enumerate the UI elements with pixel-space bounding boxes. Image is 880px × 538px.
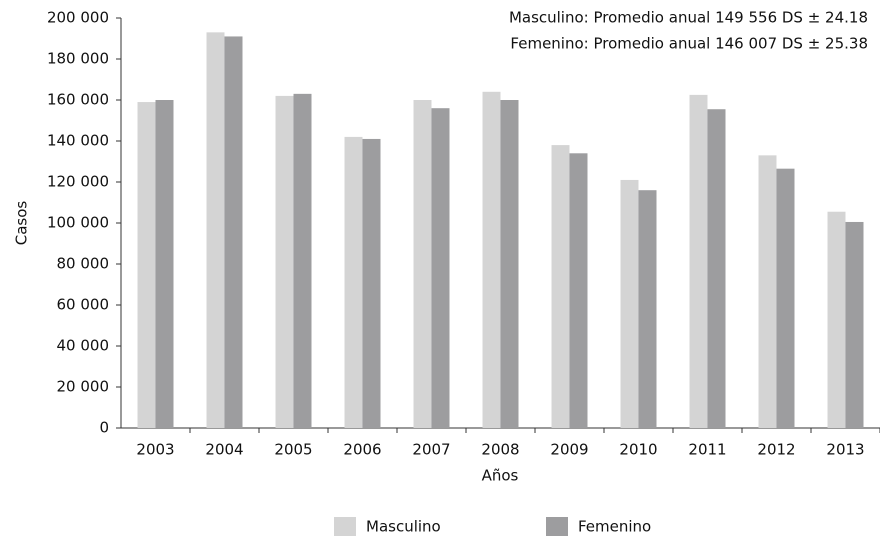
y-tick-label: 200 000	[47, 9, 109, 27]
annotation: Femenino: Promedio anual 146 007 DS ± 25…	[510, 35, 868, 53]
y-tick-label: 20 000	[57, 378, 110, 396]
x-tick-label: 2011	[688, 441, 726, 459]
bar	[344, 136, 363, 428]
y-tick-label: 180 000	[47, 50, 109, 68]
bar	[275, 95, 294, 429]
bar	[776, 168, 795, 429]
x-tick-label: 2004	[205, 441, 243, 459]
x-tick-label: 2010	[619, 441, 657, 459]
bar	[620, 179, 639, 428]
legend-label: Masculino	[366, 518, 441, 536]
x-tick-label: 2013	[826, 441, 864, 459]
y-tick-label: 140 000	[47, 132, 109, 150]
bar	[224, 36, 243, 428]
x-tick-label: 2007	[412, 441, 450, 459]
bar	[155, 100, 174, 428]
legend-swatch	[546, 517, 568, 536]
bar	[569, 153, 588, 429]
x-tick-label: 2005	[274, 441, 312, 459]
y-tick-label: 40 000	[57, 337, 110, 355]
y-tick-label: 80 000	[57, 255, 110, 273]
bar	[638, 190, 657, 428]
bar	[362, 138, 381, 428]
bar	[827, 211, 846, 428]
y-tick-label: 60 000	[57, 296, 110, 314]
x-axis-label: Años	[482, 467, 519, 485]
bar	[689, 94, 708, 428]
legend-label: Femenino	[578, 518, 651, 536]
bar	[431, 108, 450, 428]
y-tick-label: 0	[99, 419, 109, 437]
y-tick-label: 100 000	[47, 214, 109, 232]
bar	[845, 221, 864, 428]
bar	[551, 145, 570, 428]
y-tick-label: 120 000	[47, 173, 109, 191]
x-tick-label: 2003	[136, 441, 174, 459]
legend-swatch	[334, 517, 356, 536]
bar	[206, 32, 225, 428]
bar	[293, 93, 312, 428]
bar	[413, 100, 432, 428]
x-tick-label: 2008	[481, 441, 519, 459]
bar	[137, 102, 156, 429]
bar	[482, 91, 501, 429]
bar	[707, 109, 726, 428]
x-tick-label: 2006	[343, 441, 381, 459]
x-tick-label: 2009	[550, 441, 588, 459]
y-axis-label: Casos	[13, 201, 31, 246]
annotation: Masculino: Promedio anual 149 556 DS ± 2…	[509, 9, 868, 27]
y-tick-label: 160 000	[47, 91, 109, 109]
x-tick-label: 2012	[757, 441, 795, 459]
bar	[758, 155, 777, 428]
bar	[500, 100, 519, 428]
